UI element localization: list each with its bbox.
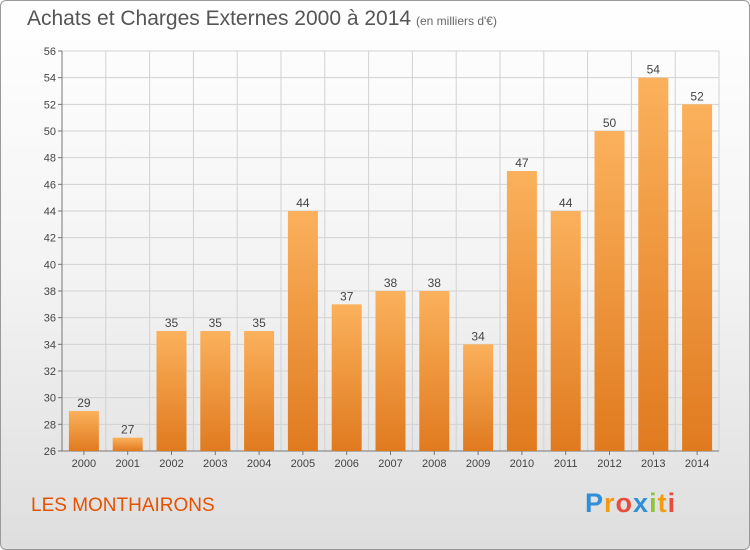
bar-2009: [463, 344, 494, 451]
bar-2014: [682, 104, 713, 451]
bar-2003: [200, 331, 231, 451]
chart-title: Achats et Charges Externes 2000 à 2014: [27, 7, 412, 30]
x-tick-label-2000: 2000: [72, 458, 96, 470]
x-tick-label-2013: 2013: [641, 458, 665, 470]
data-label-2005: 44: [296, 196, 310, 210]
y-tick-label: 44: [44, 206, 56, 218]
x-tick-label-2008: 2008: [422, 458, 446, 470]
y-tick-label: 28: [44, 419, 56, 431]
bar-2000: [68, 411, 99, 451]
y-tick-label: 34: [44, 339, 56, 351]
data-label-2004: 35: [252, 316, 266, 330]
x-tick-label-2014: 2014: [685, 458, 709, 470]
bar-2013: [638, 77, 669, 452]
x-tick-label-2009: 2009: [466, 458, 490, 470]
proxiti-logo[interactable]: Proxiti: [585, 488, 677, 518]
x-tick-label-2004: 2004: [247, 458, 271, 470]
x-tick-label-2011: 2011: [554, 458, 578, 470]
bar-2011: [550, 211, 581, 451]
bar-2004: [244, 331, 275, 451]
y-tick-label: 32: [44, 366, 56, 378]
y-tick-label: 42: [44, 233, 56, 245]
data-label-2009: 34: [471, 329, 485, 343]
bar-2008: [419, 291, 450, 451]
data-label-2011: 44: [559, 196, 573, 210]
x-tick-label-2010: 2010: [510, 458, 534, 470]
data-label-2006: 37: [340, 289, 354, 303]
y-tick-label: 50: [44, 126, 56, 138]
y-tick-label: 54: [44, 73, 56, 85]
bar-2001: [112, 437, 143, 451]
y-tick-label: 36: [44, 313, 56, 325]
bar-2005: [287, 211, 318, 451]
data-label-2001: 27: [121, 423, 135, 437]
data-label-2013: 54: [647, 63, 661, 77]
x-tick-label-2007: 2007: [378, 458, 402, 470]
chart-unit: (en milliers d'€): [416, 14, 497, 28]
data-label-2000: 29: [77, 396, 91, 410]
x-tick-label-2001: 2001: [115, 458, 139, 470]
bar-2002: [156, 331, 187, 451]
y-tick-label: 40: [44, 259, 56, 271]
data-labels: 29 27 35 35 35 44 37 38 38 34 47 44 50 54 52: [77, 63, 704, 437]
y-tick-label: 56: [44, 46, 56, 58]
bar-2006: [331, 304, 362, 451]
bar-2010: [506, 171, 537, 451]
y-tick-label: 38: [44, 286, 56, 298]
y-tick-label: 26: [44, 446, 56, 458]
x-tick-label-2012: 2012: [597, 458, 621, 470]
data-label-2007: 38: [384, 276, 398, 290]
data-label-2008: 38: [428, 276, 442, 290]
data-label-2003: 35: [209, 316, 223, 330]
x-tick-label-2003: 2003: [203, 458, 227, 470]
data-label-2002: 35: [165, 316, 179, 330]
x-tick-label-2002: 2002: [159, 458, 183, 470]
data-label-2010: 47: [515, 156, 529, 170]
bar-2012: [594, 131, 625, 451]
commune-name: LES MONTHAIRONS: [31, 495, 215, 516]
x-tick-label-2005: 2005: [291, 458, 315, 470]
bar-2007: [375, 291, 406, 451]
y-tick-label: 48: [44, 153, 56, 165]
y-tick-label: 46: [44, 179, 56, 191]
x-tick-label-2006: 2006: [334, 458, 358, 470]
y-tick-label: 52: [44, 99, 56, 111]
data-label-2014: 52: [690, 89, 704, 103]
y-tick-label: 30: [44, 393, 56, 405]
bars: [68, 77, 713, 452]
data-label-2012: 50: [603, 116, 617, 130]
